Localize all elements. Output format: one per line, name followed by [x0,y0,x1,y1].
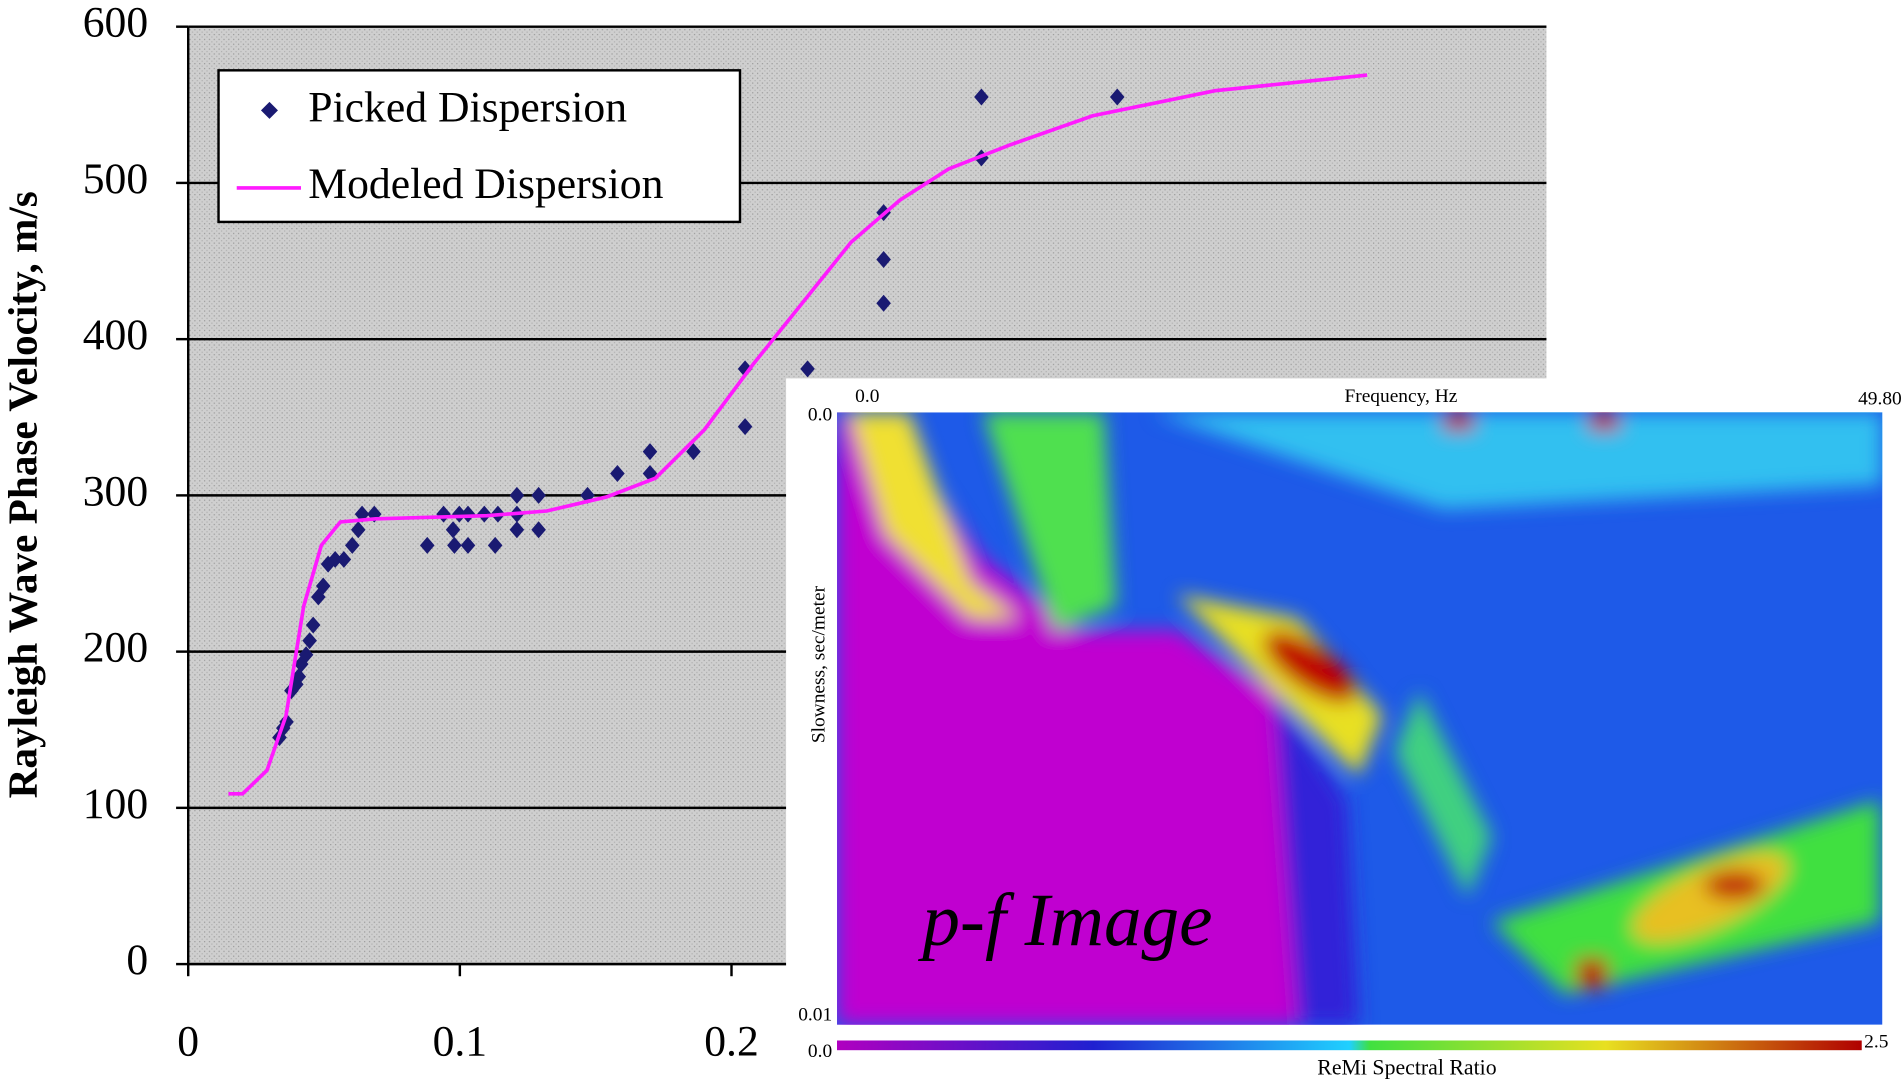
inset-y-min: 0.0 [808,404,832,425]
legend-label: Picked Dispersion [308,84,627,132]
legend-box [217,69,742,224]
y-tick-label: 500 [83,155,148,203]
data-point [445,521,461,539]
data-point [460,505,476,523]
data-point [345,536,360,554]
colorbar [837,1040,1862,1051]
data-point [315,577,331,595]
colorbar-min: 0.0 [808,1041,832,1062]
legend: Picked Dispersion Modeled Dispersion [217,69,742,224]
x-tick-label: 0 [177,1017,199,1065]
data-point [298,646,314,664]
y-axis-label: Rayleigh Wave Phase Velocity, m/s [0,191,45,798]
data-point [279,713,294,731]
data-point [291,668,307,686]
colorbar-label: ReMi Spectral Ratio [1317,1056,1496,1080]
y-tick-label: 100 [83,780,148,828]
inset-title: p-f Image [917,879,1212,962]
inset-y-max: 0.01 [798,1005,832,1026]
data-point [642,443,658,461]
inset-y-label: Slowness, sec/meter [808,585,829,743]
data-point [531,521,546,539]
data-point [302,632,317,650]
y-tick-label: 600 [83,0,148,47]
inset-x-min: 0.0 [855,386,879,407]
inset-x-label: Frequency, Hz [1344,386,1457,407]
y-tick-label: 400 [83,311,148,359]
y-tick-label: 0 [126,936,148,984]
data-point [350,521,366,539]
data-point [419,536,435,554]
data-point [336,550,352,568]
data-point [876,250,891,268]
data-line [228,73,1368,796]
inset-x-max: 49.80 [1858,389,1902,410]
data-point [487,536,503,554]
legend-marker [260,101,278,119]
colorbar-max: 2.5 [1864,1031,1888,1052]
y-tick-label: 300 [83,467,148,515]
data-point [686,443,701,461]
data-point [800,360,815,378]
inset: 0.0 Frequency, Hz 49.80 0.0 0.01 Slownes… [786,378,1902,1089]
heatmap [837,412,1883,1025]
x-tick-label: 0.2 [704,1017,759,1065]
y-tick-label: 200 [83,624,148,672]
data-point [460,536,476,554]
data-point [1109,88,1125,106]
legend-label: Modeled Dispersion [308,160,663,208]
x-tick-label: 0.1 [433,1017,488,1065]
data-point [876,294,891,312]
data-point [974,88,989,106]
data-point [327,550,343,568]
data-point [447,536,462,554]
